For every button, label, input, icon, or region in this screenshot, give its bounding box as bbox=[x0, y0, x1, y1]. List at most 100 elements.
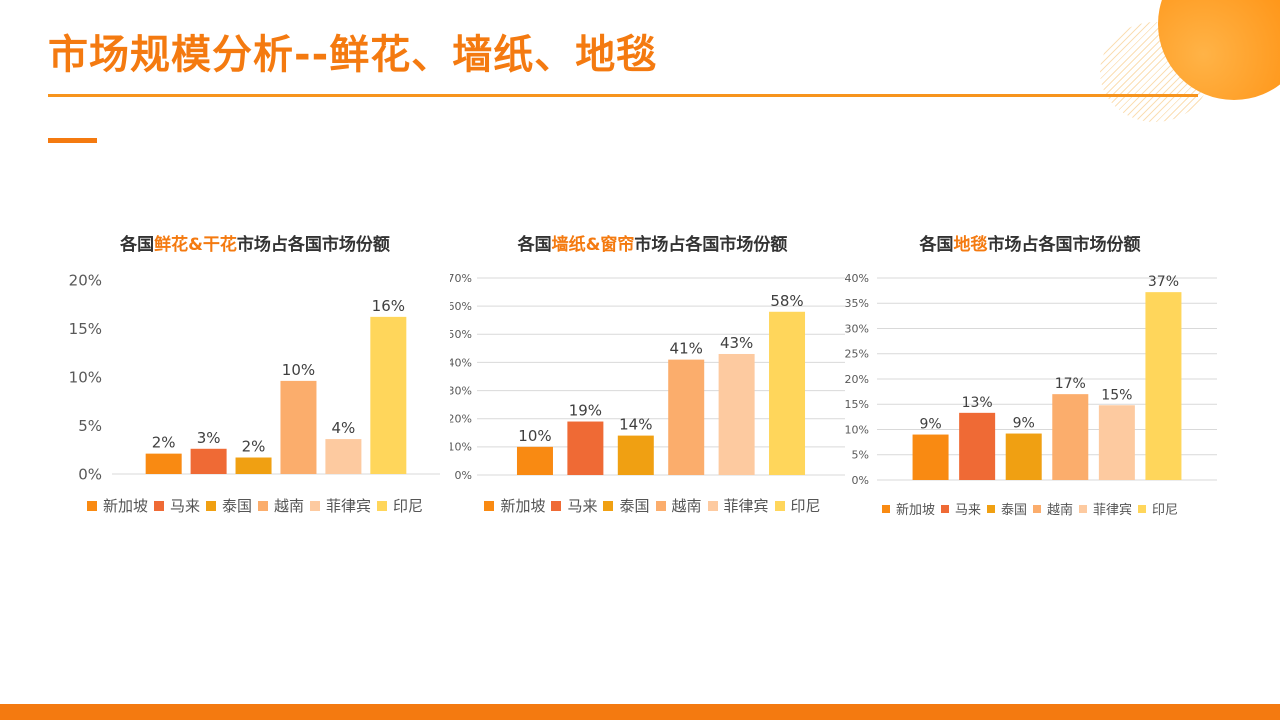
legend-item: 马来 bbox=[153, 495, 200, 516]
chart-title-highlight: 墙纸&窗帘 bbox=[551, 235, 635, 255]
y-tick-label: 0% bbox=[455, 469, 472, 482]
chart-title-prefix: 各国 bbox=[919, 235, 954, 255]
legend-item: 越南 bbox=[1033, 499, 1073, 518]
chart-legend: 新加坡 马来 泰国 越南 菲律宾 印尼 bbox=[450, 495, 855, 516]
legend-swatch bbox=[986, 504, 995, 513]
y-tick-label: 15% bbox=[69, 320, 102, 338]
bar-1 bbox=[190, 448, 227, 474]
bar-value-label: 15% bbox=[1101, 387, 1132, 403]
legend-swatch bbox=[1033, 504, 1041, 513]
bar-value-label: 58% bbox=[770, 292, 803, 310]
y-tick-label: 25% bbox=[845, 348, 869, 361]
chart-plot: 0% 5% 10% 15% 20% 25% 30% 35% 40% 9% 13% 9% 17% 15% 37… bbox=[845, 272, 1217, 487]
legend-swatch bbox=[940, 504, 949, 513]
bar-value-label: 4% bbox=[331, 419, 355, 437]
legend-label: 泰国 bbox=[1000, 503, 1027, 518]
legend-item: 越南 bbox=[258, 495, 304, 516]
bar-value-label: 19% bbox=[569, 402, 602, 420]
chart-title-suffix: 市场占各国市场份额 bbox=[987, 235, 1141, 255]
chart-legend: 新加坡 马来 泰国 越南 菲律宾 印尼 bbox=[835, 499, 1225, 518]
legend-swatch bbox=[603, 500, 614, 511]
bar-4 bbox=[1098, 405, 1135, 480]
bar-1 bbox=[567, 421, 604, 475]
bar-value-label: 37% bbox=[1148, 274, 1179, 290]
chart-wallpaper: 各国墙纸&窗帘市场占各国市场份额 0% 10% 20% 30% 40% 50% 60% 70%… bbox=[450, 220, 855, 530]
chart-title-prefix: 各国 bbox=[120, 235, 155, 255]
chart-flowers: 各国鲜花&干花市场占各国市场份额 0% 5% 10% 15% 20% 2% 3% 2% 10% 4… bbox=[55, 220, 455, 530]
bar-1 bbox=[959, 412, 996, 480]
y-tick-label: 15% bbox=[845, 398, 869, 411]
legend-label: 菲律宾 bbox=[1093, 503, 1133, 518]
bar-0 bbox=[516, 446, 553, 475]
chart-title: 各国墙纸&窗帘市场占各国市场份额 bbox=[450, 230, 855, 255]
bar-value-label: 10% bbox=[518, 427, 551, 445]
legend-swatch bbox=[707, 500, 718, 511]
bar-5 bbox=[1145, 292, 1182, 480]
bar-value-label: 13% bbox=[962, 395, 993, 411]
bar-value-label: 41% bbox=[670, 340, 703, 358]
legend-swatch bbox=[1079, 504, 1088, 513]
bar-4 bbox=[325, 439, 362, 474]
bar-4 bbox=[718, 353, 755, 475]
y-tick-label: 30% bbox=[845, 322, 869, 335]
legend-label: 印尼 bbox=[393, 497, 424, 515]
y-tick-label: 10% bbox=[845, 423, 869, 436]
y-tick-label: 20% bbox=[845, 373, 869, 386]
y-tick-label: 10% bbox=[69, 368, 102, 386]
bar-0 bbox=[145, 453, 182, 474]
y-tick-label: 0% bbox=[852, 474, 869, 487]
chart-title-suffix: 市场占各国市场份额 bbox=[236, 235, 390, 255]
legend-swatch bbox=[881, 504, 890, 513]
legend-swatch bbox=[86, 500, 97, 511]
page-title: 市场规模分析--鲜花、墙纸、地毯 bbox=[48, 32, 658, 78]
y-tick-label: 50% bbox=[450, 328, 472, 341]
legend-swatch bbox=[551, 500, 562, 511]
legend-label: 新加坡 bbox=[895, 503, 935, 518]
y-tick-label: 40% bbox=[450, 356, 472, 369]
legend-swatch bbox=[774, 500, 785, 511]
legend-label: 马来 bbox=[567, 497, 598, 515]
legend-item: 印尼 bbox=[377, 495, 423, 516]
y-tick-label: 60% bbox=[450, 300, 472, 313]
y-tick-label: 5% bbox=[78, 417, 102, 435]
y-tick-label: 30% bbox=[450, 384, 472, 397]
bar-5 bbox=[370, 316, 407, 474]
bar-value-label: 14% bbox=[619, 416, 652, 434]
legend-swatch bbox=[1138, 504, 1147, 513]
y-tick-label: 5% bbox=[852, 449, 869, 462]
legend-label: 马来 bbox=[169, 497, 200, 515]
legend-item: 新加坡 bbox=[881, 499, 935, 518]
legend-swatch bbox=[310, 500, 321, 511]
legend-item: 泰国 bbox=[603, 495, 650, 516]
legend-item: 菲律宾 bbox=[310, 495, 371, 516]
legend-item: 菲律宾 bbox=[1079, 499, 1132, 518]
legend-item: 泰国 bbox=[205, 495, 252, 516]
chart-title-prefix: 各国 bbox=[517, 235, 552, 255]
bar-value-label: 16% bbox=[372, 297, 405, 315]
legend-label: 越南 bbox=[671, 497, 702, 515]
chart-title-highlight: 地毯 bbox=[953, 235, 988, 255]
legend-swatch bbox=[205, 500, 216, 511]
legend-swatch bbox=[484, 500, 495, 511]
bar-3 bbox=[668, 359, 705, 475]
legend-label: 新加坡 bbox=[102, 497, 148, 515]
chart-plot: 0% 10% 20% 30% 40% 50% 60% 70% 10% 19% 14% 41% 43% 58… bbox=[450, 272, 845, 482]
chart-title-suffix: 市场占各国市场份额 bbox=[634, 235, 788, 255]
legend-swatch bbox=[655, 500, 666, 511]
legend-item: 新加坡 bbox=[484, 495, 545, 516]
legend-label: 新加坡 bbox=[500, 497, 546, 515]
bar-2 bbox=[1005, 433, 1042, 480]
chart-title: 各国鲜花&干花市场占各国市场份额 bbox=[55, 230, 455, 255]
bar-2 bbox=[235, 457, 272, 474]
bar-value-label: 43% bbox=[720, 334, 753, 352]
legend-label: 泰国 bbox=[619, 497, 650, 515]
title-underline bbox=[48, 94, 1198, 97]
legend-label: 印尼 bbox=[790, 497, 821, 515]
chart-title: 各国地毯市场占各国市场份额 bbox=[835, 230, 1225, 255]
chart-plot: 0% 5% 10% 15% 20% 2% 3% 2% 10% 4% 16% bbox=[69, 271, 440, 483]
chart-legend: 新加坡 马来 泰国 越南 菲律宾 印尼 bbox=[55, 495, 455, 516]
chart-carpet: 各国地毯市场占各国市场份额 0% 5% 10% 15% 20% 25% 30% 35% 40% 9… bbox=[835, 220, 1225, 530]
bar-value-label: 9% bbox=[1013, 416, 1035, 432]
y-tick-label: 20% bbox=[450, 413, 472, 426]
legend-item: 越南 bbox=[655, 495, 702, 516]
